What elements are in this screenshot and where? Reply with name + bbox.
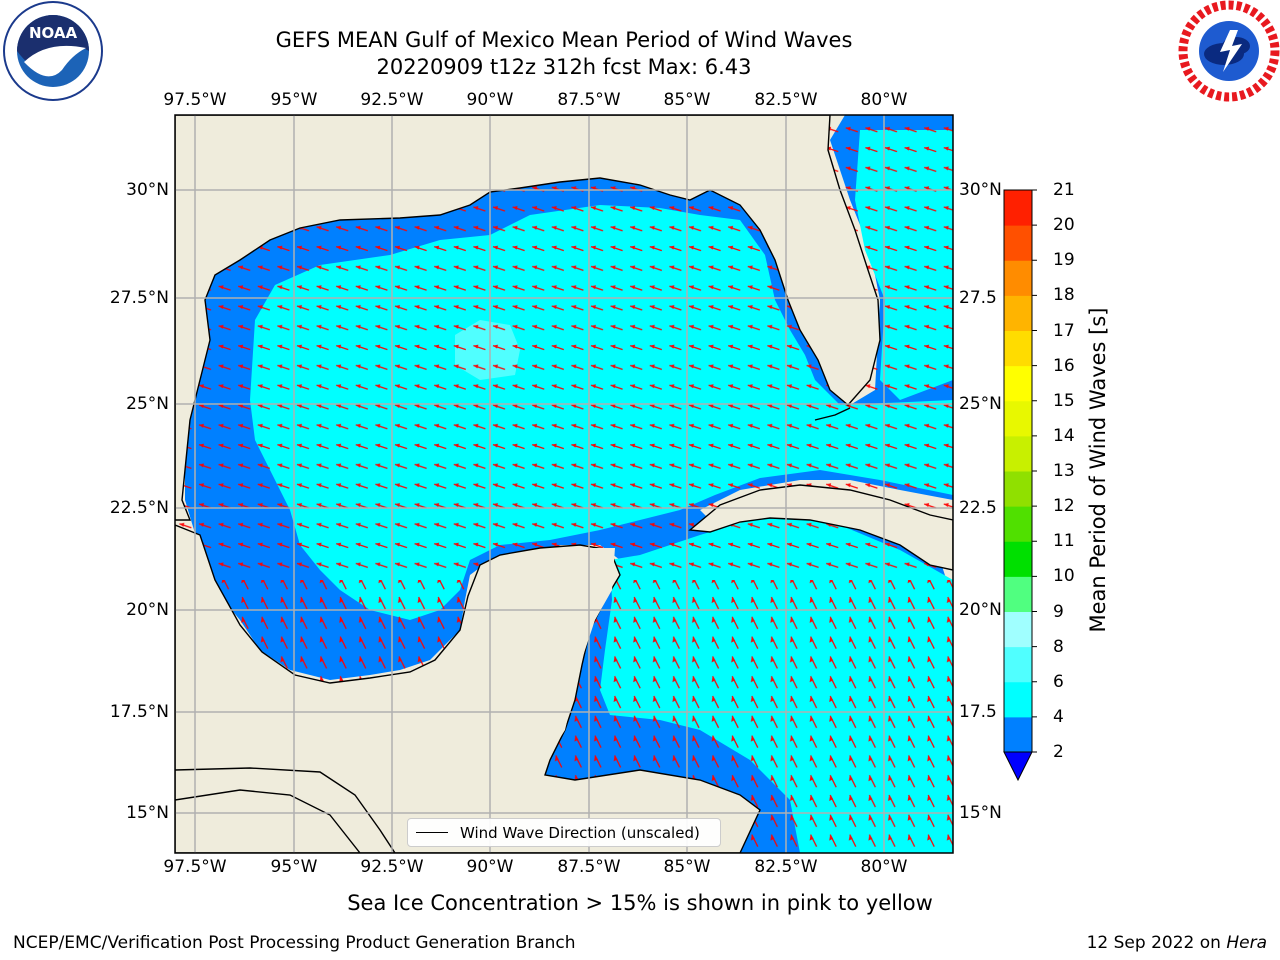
florida-keys [814,407,851,421]
lat-label-left: 15°N [126,803,169,823]
mexico-land [175,524,761,853]
legend-label: Wind Wave Direction (unscaled) [460,823,700,842]
colorbar-tick-label: 2 [1053,742,1064,762]
colorbar-tick-label: 8 [1053,636,1064,657]
noaa-logo-text: NOAA [29,24,78,42]
lon-label-bottom: 87.5°W [557,857,621,877]
lon-label-bottom: 90°W [466,857,514,877]
colorbar-tick-label: 13 [1053,461,1075,481]
colorbar-tick-label: 10 [1053,566,1075,587]
colorbar-bin [1004,260,1032,296]
colorbar-bin [1004,365,1032,402]
legend-line-icon [416,832,448,833]
noaa-logo: NOAA [3,1,103,101]
map-legend: Wind Wave Direction (unscaled) [407,818,721,847]
footer-machine: Hera [1226,933,1267,953]
colorbar-bin [1004,646,1032,683]
lon-label-bottom: 82.5°W [754,857,818,877]
lon-label-top: 90°W [466,90,514,110]
lat-label-left: 22.5°N [109,498,169,518]
lon-label-bottom: 95°W [270,857,318,877]
colorbar-bin [1004,716,1032,753]
colorbar-tick-label: 21 [1053,180,1075,200]
lat-label-left: 20°N [126,600,169,620]
lat-label-left: 27.5°N [109,288,169,308]
colorbar-bin [1004,541,1032,577]
colorbar-extend [1003,751,1033,782]
lat-label-left: 30°N [126,180,169,200]
colorbar-bin [1004,330,1032,367]
colorbar-tick-label: 19 [1053,250,1075,271]
lat-label-right: 17.5 [959,702,997,722]
colorbar-bin [1004,190,1032,226]
lon-label-bottom: 85°W [663,857,711,877]
lat-label-right: 15°N [959,803,1002,823]
map-frame [174,114,954,854]
lat-label-right: 22.5 [959,498,997,518]
lon-label-top: 95°W [270,90,318,110]
lat-label-left: 17.5°N [109,702,169,722]
lat-label-right: 27.5 [959,288,997,308]
colorbar-tick-label: 18 [1053,285,1075,306]
colorbar-tick-label: 15 [1053,390,1075,411]
colorbar-bin [1004,681,1032,718]
colorbar-tick-label: 20 [1053,215,1075,236]
colorbar [1003,189,1037,782]
chart-title: GEFS MEAN Gulf of Mexico Mean Period of … [275,28,853,52]
lon-label-top: 97.5°W [163,90,227,110]
colorbar-bin [1004,435,1032,472]
lon-label-bottom: 80°W [860,857,908,877]
colorbar-tick-label: 6 [1053,671,1064,692]
colorbar-bin [1004,471,1032,507]
lat-label-right: 30°N [959,180,1002,200]
colorbar-tick-label: 12 [1053,496,1075,517]
lon-label-top: 87.5°W [557,90,621,110]
lon-label-bottom: 97.5°W [163,857,227,877]
colorbar-tick-label: 17 [1053,320,1075,341]
colorbar-bin [1004,295,1032,331]
lat-label-right: 25°N [959,394,1002,414]
nws-logo [1178,0,1280,102]
colorbar-bin [1004,400,1032,437]
colorbar-tick-label: 16 [1053,355,1075,376]
yucatan-fill [520,548,615,770]
sea-ice-note: Sea Ice Concentration > 15% is shown in … [347,891,933,915]
footer-credit: NCEP/EMC/Verification Post Processing Pr… [13,933,576,953]
colorbar-tick-label: 4 [1053,706,1064,727]
colorbar-tick-label: 9 [1053,601,1064,622]
footer-date-text: 12 Sep 2022 on [1086,933,1227,953]
colorbar-bin [1004,225,1032,261]
lon-label-top: 82.5°W [754,90,818,110]
colorbar-label: Mean Period of Wind Waves [s] [1086,307,1110,633]
lat-label-left: 25°N [126,394,169,414]
us-coast-land [175,115,881,521]
footer-date: 12 Sep 2022 on Hera [1087,933,1267,953]
colorbar-bin [1004,611,1032,648]
gridlines [175,115,953,853]
colorbar-tick-label: 11 [1053,531,1075,552]
colorbar-bin [1004,576,1032,612]
colorbar-bin [1004,506,1032,542]
chart-subtitle: 20220909 t12z 312h fcst Max: 6.43 [376,55,752,79]
lat-label-right: 20°N [959,600,1002,620]
lon-label-top: 80°W [860,90,908,110]
lon-label-top: 92.5°W [360,90,424,110]
lon-label-top: 85°W [663,90,711,110]
colorbar-tick-label: 14 [1053,425,1075,446]
lon-label-bottom: 92.5°W [360,857,424,877]
